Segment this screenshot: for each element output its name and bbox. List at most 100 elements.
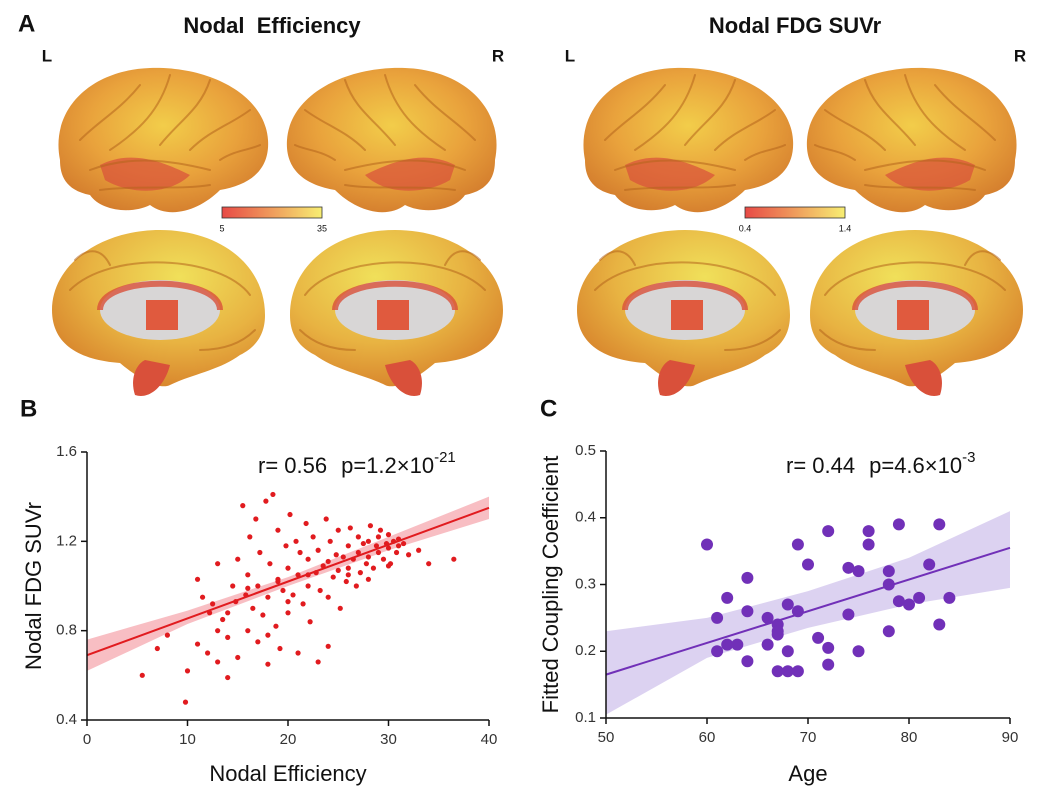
data-point bbox=[367, 523, 374, 529]
data-point bbox=[842, 608, 855, 621]
data-point bbox=[353, 583, 359, 589]
colorbar-tick-label: 5 bbox=[219, 223, 224, 233]
data-point bbox=[225, 634, 231, 640]
y-tick-label: 0.5 bbox=[575, 442, 596, 459]
annotation-exponent: -21 bbox=[434, 449, 456, 466]
x-tick-label: 70 bbox=[800, 729, 817, 746]
panel-label: A bbox=[18, 10, 35, 37]
data-point bbox=[711, 611, 724, 624]
fit-line bbox=[86, 506, 490, 657]
data-point bbox=[275, 576, 281, 582]
data-point bbox=[250, 605, 256, 611]
x-tick-label: 10 bbox=[179, 731, 196, 748]
data-point bbox=[194, 641, 201, 647]
y-axis-label: Fitted Coupling Coefficient bbox=[538, 456, 563, 714]
data-point bbox=[355, 534, 361, 540]
data-point bbox=[781, 665, 794, 678]
data-point bbox=[781, 598, 794, 611]
data-point bbox=[307, 619, 313, 625]
x-tick-label: 0 bbox=[83, 731, 91, 748]
data-point bbox=[245, 628, 251, 634]
x-tick-label: 90 bbox=[1002, 729, 1019, 746]
data-point bbox=[287, 511, 293, 518]
data-point bbox=[771, 628, 784, 641]
annotation-p: p=4.6×10 bbox=[869, 453, 962, 478]
y-tick-label: 1.6 bbox=[56, 443, 77, 460]
data-point bbox=[781, 645, 794, 658]
x-axis-label: Age bbox=[788, 761, 827, 786]
confidence-band bbox=[87, 496, 489, 671]
data-point bbox=[933, 618, 946, 631]
data-point bbox=[245, 572, 251, 578]
hemisphere-label: R bbox=[1014, 46, 1026, 65]
data-point bbox=[293, 538, 299, 544]
data-point bbox=[416, 547, 422, 553]
y-tick-label: 0.3 bbox=[575, 575, 596, 592]
data-point bbox=[365, 538, 371, 544]
annotation-exponent: -3 bbox=[962, 449, 975, 466]
data-point bbox=[305, 583, 311, 589]
data-point bbox=[285, 610, 291, 616]
data-point bbox=[882, 625, 895, 638]
data-point bbox=[265, 661, 271, 667]
data-point bbox=[862, 538, 875, 551]
data-point bbox=[327, 538, 333, 544]
data-point bbox=[300, 601, 306, 607]
y-tick-label: 0.1 bbox=[575, 709, 596, 726]
data-point bbox=[337, 605, 343, 611]
data-point bbox=[375, 534, 382, 540]
data-point bbox=[892, 518, 905, 531]
colorbar-tick-label: 35 bbox=[317, 223, 327, 233]
data-point bbox=[295, 650, 301, 656]
data-point bbox=[357, 570, 363, 576]
data-point bbox=[303, 520, 309, 527]
data-point bbox=[400, 540, 407, 547]
data-point bbox=[205, 650, 211, 656]
data-point bbox=[761, 638, 774, 651]
data-point bbox=[933, 518, 946, 531]
data-point bbox=[395, 543, 402, 549]
data-point bbox=[270, 491, 276, 498]
data-point bbox=[255, 583, 261, 589]
data-point bbox=[721, 591, 734, 604]
data-point bbox=[711, 645, 724, 658]
x-tick-label: 30 bbox=[380, 731, 397, 748]
hemisphere-label: L bbox=[42, 46, 52, 65]
data-point bbox=[325, 643, 331, 649]
data-point bbox=[215, 628, 221, 634]
data-point bbox=[385, 563, 392, 569]
data-point bbox=[325, 594, 331, 600]
y-tick-label: 0.4 bbox=[56, 711, 77, 728]
panel-label: C bbox=[540, 395, 557, 422]
y-tick-label: 1.2 bbox=[56, 532, 77, 549]
data-point bbox=[741, 571, 754, 584]
data-point bbox=[283, 543, 289, 549]
data-point bbox=[347, 525, 353, 531]
colorbar bbox=[744, 206, 846, 219]
x-tick-label: 80 bbox=[901, 729, 918, 746]
y-tick-label: 0.2 bbox=[575, 642, 596, 659]
annotation-r: r= 0.44 bbox=[786, 453, 855, 478]
data-point bbox=[184, 668, 191, 674]
data-point bbox=[225, 674, 231, 681]
data-point bbox=[377, 527, 384, 533]
data-point bbox=[323, 516, 329, 522]
x-axis-label: Nodal Efficiency bbox=[209, 761, 366, 786]
data-point bbox=[345, 543, 351, 549]
data-point bbox=[923, 558, 936, 571]
hemisphere-label: R bbox=[492, 46, 504, 65]
data-point bbox=[426, 561, 432, 567]
data-point bbox=[210, 601, 216, 607]
data-point bbox=[385, 532, 392, 538]
annotation-p: p=1.2×10 bbox=[341, 453, 434, 478]
colorbar-tick-label: 0.4 bbox=[739, 223, 752, 233]
data-point bbox=[802, 558, 814, 571]
data-point bbox=[194, 576, 201, 582]
y-axis-label: Nodal FDG SUVr bbox=[21, 502, 46, 670]
data-point bbox=[297, 549, 303, 556]
fit-line bbox=[605, 546, 1011, 676]
annotation: r= 0.56 p=1.2×10-21 bbox=[258, 449, 456, 478]
data-point bbox=[822, 658, 835, 671]
data-point bbox=[822, 641, 835, 654]
hemisphere-label: L bbox=[565, 46, 575, 65]
